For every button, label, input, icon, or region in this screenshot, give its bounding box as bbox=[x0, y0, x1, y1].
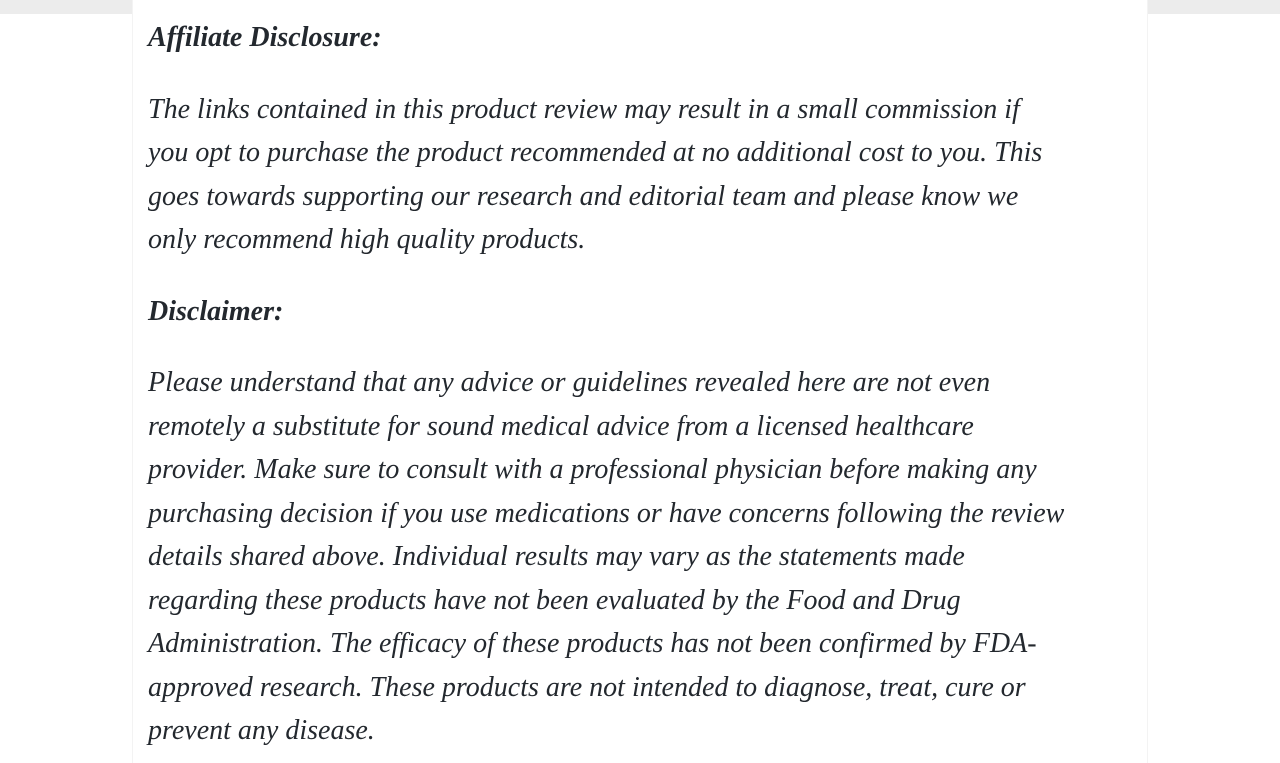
text-line: goes towards supporting our research and… bbox=[148, 180, 1019, 212]
disclaimer-paragraph: Please understand that any advice or gui… bbox=[148, 361, 1137, 753]
affiliate-disclosure-paragraph: The links contained in this product revi… bbox=[148, 88, 1137, 262]
article-content-card: Affiliate Disclosure: The links containe… bbox=[132, 0, 1148, 763]
text-line: regarding these products have not been e… bbox=[148, 584, 961, 616]
text-line: prevent any disease. bbox=[148, 715, 375, 746]
text-line: Please understand that any advice or gui… bbox=[148, 367, 991, 398]
text-line: The links contained in this product revi… bbox=[148, 93, 1020, 125]
text-line: remotely a substitute for sound medical … bbox=[148, 410, 974, 442]
text-line: only recommend high quality products. bbox=[148, 224, 586, 255]
text-line: you opt to purchase the product recommen… bbox=[148, 137, 1043, 168]
text-line: Administration. The efficacy of these pr… bbox=[148, 628, 1037, 659]
text-line: details shared above. Individual results… bbox=[148, 541, 965, 572]
text-line: approved research. These products are no… bbox=[148, 671, 1026, 703]
affiliate-disclosure-heading: Affiliate Disclosure: bbox=[148, 22, 382, 53]
text-line: purchasing decision if you use medicatio… bbox=[148, 497, 1065, 529]
text-line: provider. Make sure to consult with a pr… bbox=[148, 454, 1037, 485]
disclaimer-heading: Disclaimer: bbox=[148, 295, 284, 327]
